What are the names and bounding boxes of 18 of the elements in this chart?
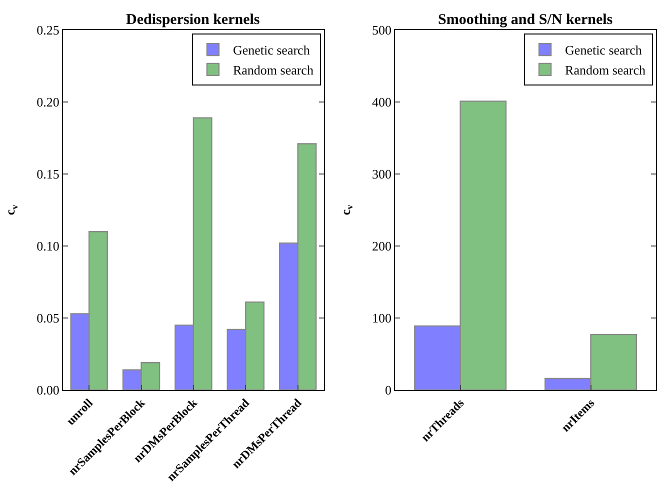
y-tick-label: 200 <box>372 238 392 254</box>
legend-label: Genetic search <box>565 42 642 58</box>
y-tick-label: 400 <box>372 94 392 110</box>
y-tick-label: 300 <box>372 166 392 182</box>
y-tick-label: 500 <box>372 22 392 38</box>
y-tick-label: 0.05 <box>36 310 60 326</box>
y-tick-label: 0.15 <box>36 166 60 182</box>
y-tick-label: 0.00 <box>36 382 60 398</box>
legend-label: Random search <box>565 62 646 78</box>
y-tick-label: 0.25 <box>36 22 60 38</box>
chart-title: Smoothing and S/N kernels <box>438 12 613 28</box>
y-tick-label: 0 <box>384 382 392 398</box>
y-tick-label: 100 <box>372 310 392 326</box>
legend-label: Genetic search <box>232 42 310 58</box>
chart-title: Dedispersion kernels <box>126 12 260 28</box>
y-tick-label: 0.10 <box>36 238 60 254</box>
legend-label: Random search <box>232 62 314 78</box>
y-tick-label: 0.20 <box>36 94 60 110</box>
